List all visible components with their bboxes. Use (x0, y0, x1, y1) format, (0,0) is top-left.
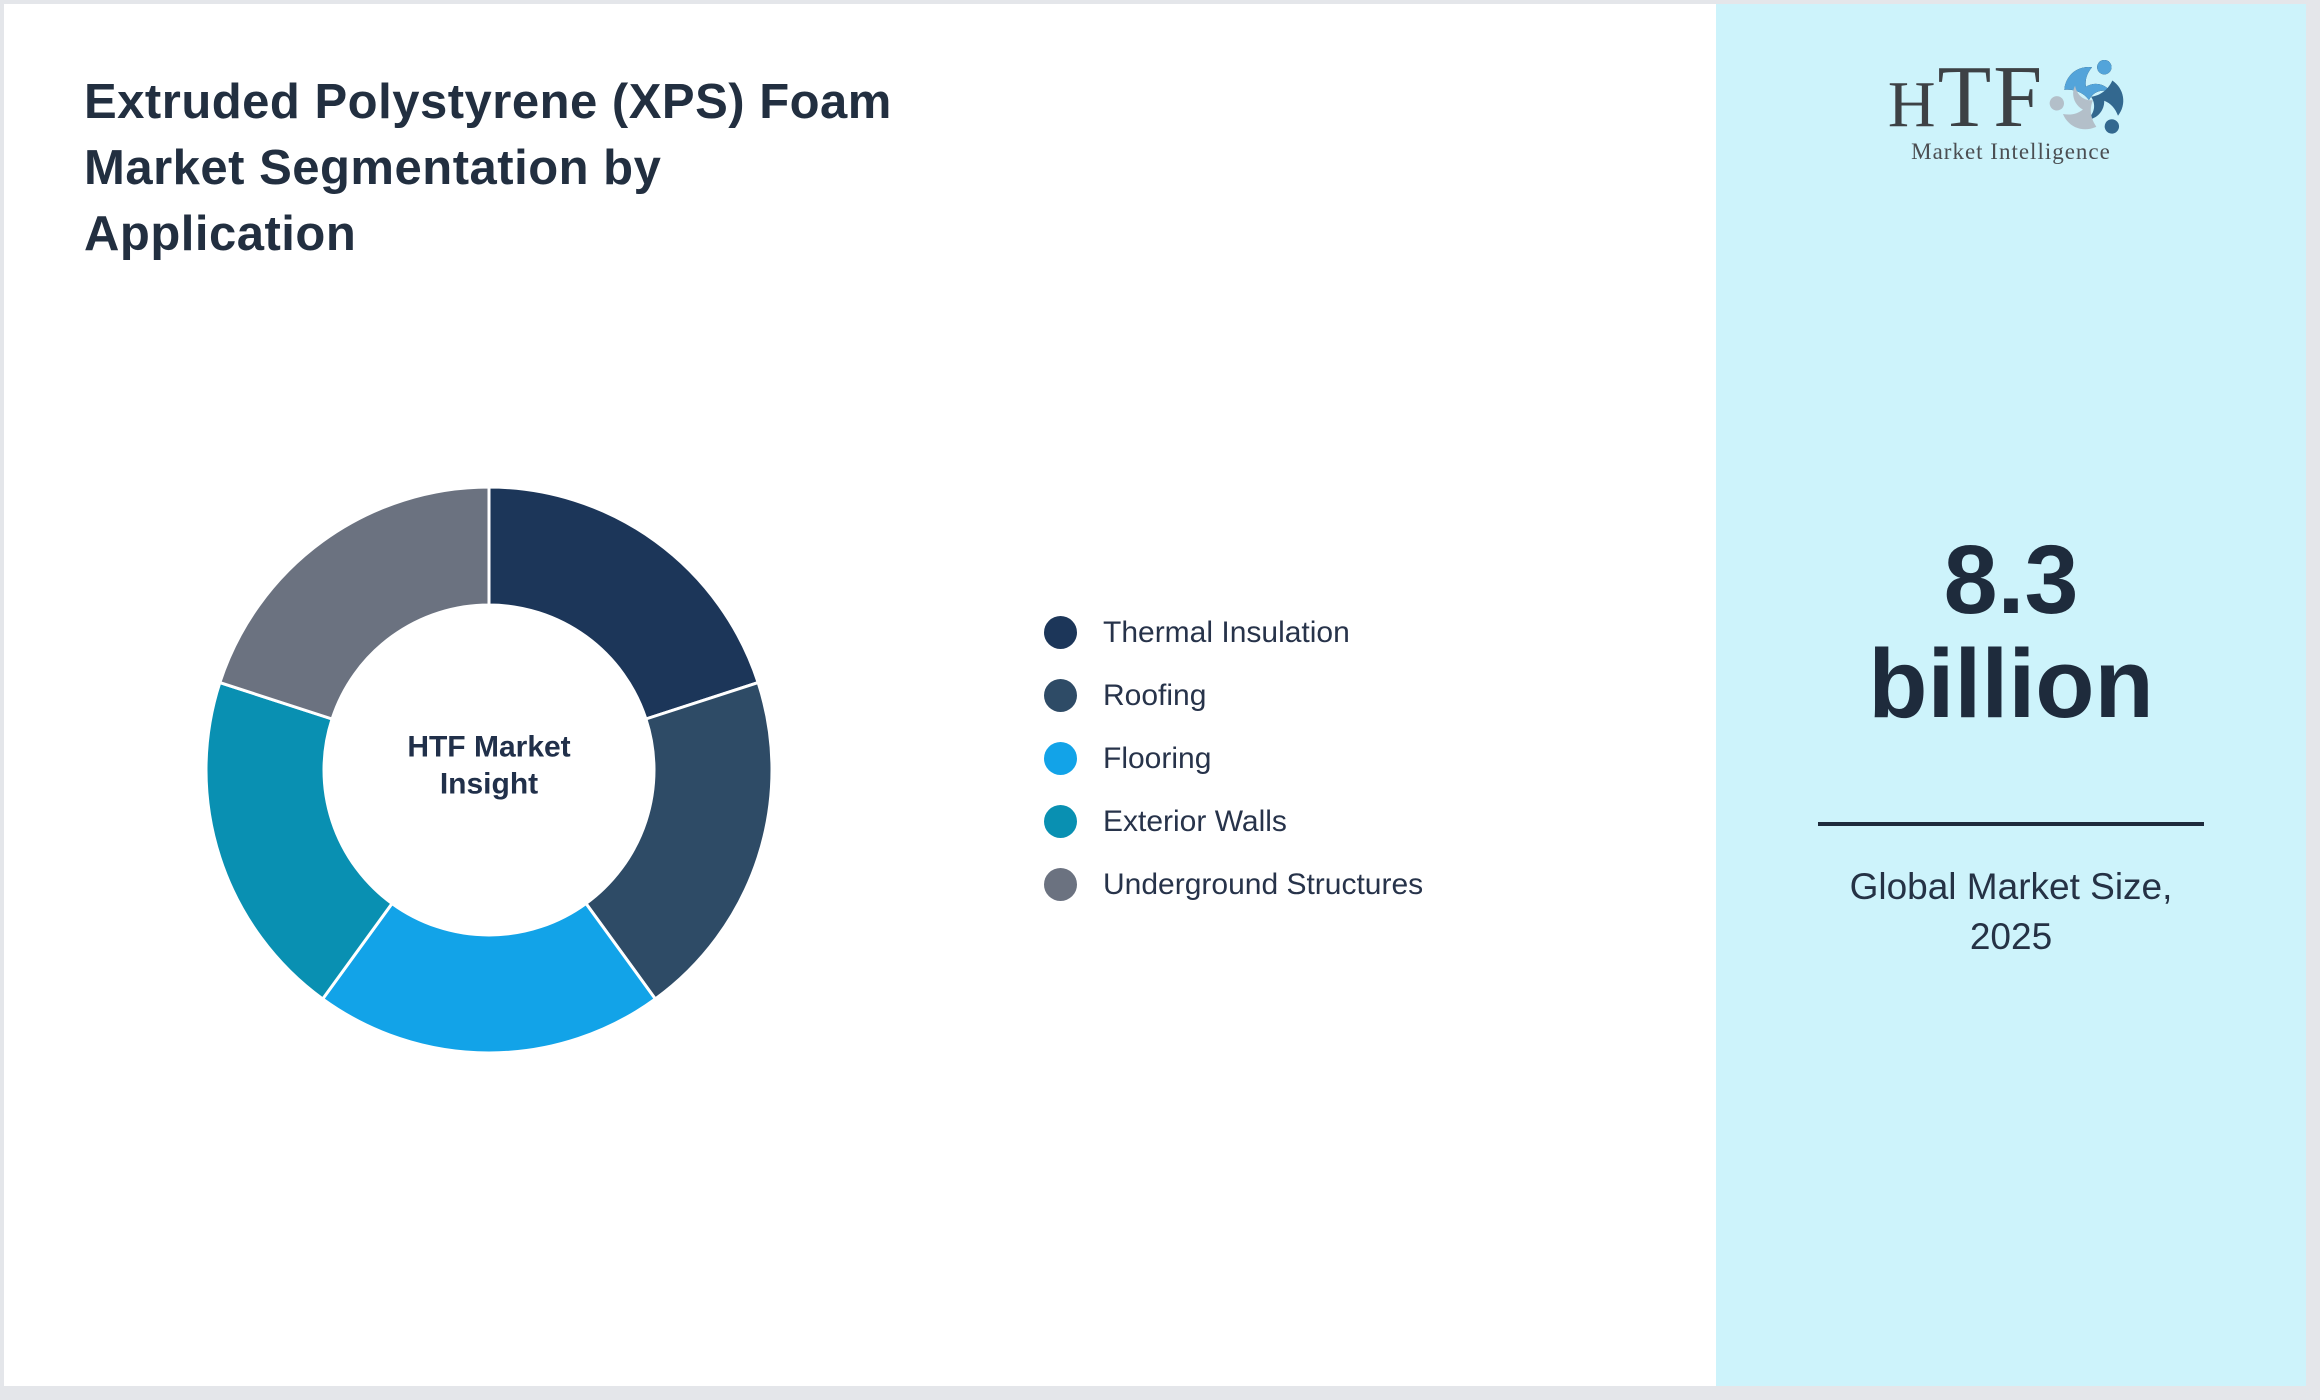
legend-item: Flooring (1044, 742, 1423, 775)
market-size-unit: billion (1868, 629, 2154, 738)
chart-title: Extruded Polystyrene (XPS) Foam Market S… (84, 69, 1084, 267)
legend-label: Thermal Insulation (1103, 615, 1350, 649)
htf-swirl-icon (2048, 59, 2135, 140)
htf-logo-text: HTF (1887, 49, 2045, 146)
donut-ring (204, 485, 774, 1055)
market-size-caption: Global Market Size, 2025 (1716, 862, 2306, 962)
legend-item: Thermal Insulation (1044, 616, 1423, 649)
legend-dot (1044, 679, 1077, 712)
donut-segment-roofing (584, 681, 774, 1001)
infographic-card: Extruded Polystyrene (XPS) Foam Market S… (4, 4, 2306, 1386)
legend-item: Underground Structures (1044, 868, 1423, 901)
caption-line: Global Market Size, (1849, 866, 2173, 907)
legend: Thermal Insulation Roofing Flooring Exte… (1044, 616, 1423, 931)
htf-logo-subtext: Market Intelligence (1911, 139, 2111, 164)
market-size-number: 8.3 (1943, 525, 2079, 634)
market-size-block: 8.3 billion Global Market Size, 2025 (1716, 528, 2306, 962)
legend-label: Underground Structures (1103, 867, 1424, 901)
htf-logo: HTF Market Intelligence (1716, 54, 2306, 165)
title-line: Application (84, 206, 357, 261)
market-size-value: 8.3 billion (1716, 528, 2306, 736)
sidebar-panel: HTF Market Intelligence 8.3 billion (1716, 4, 2306, 1386)
donut-center-label: HTF Market Insight (407, 730, 571, 801)
title-line: Extruded Polystyrene (XPS) Foam (84, 74, 892, 129)
legend-label: Flooring (1103, 741, 1212, 775)
caption-line: 2025 (1969, 916, 2053, 957)
donut-chart: HTF Market Insight (204, 485, 774, 1055)
legend-item: Exterior Walls (1044, 805, 1423, 838)
title-line: Market Segmentation by (84, 140, 662, 195)
legend-dot (1044, 616, 1077, 649)
donut-segment-flooring (321, 901, 657, 1055)
legend-label: Exterior Walls (1103, 804, 1287, 838)
legend-dot (1044, 742, 1077, 775)
legend-dot (1044, 805, 1077, 838)
donut-segment-exterior-walls (204, 681, 394, 1001)
legend-item: Roofing (1044, 679, 1423, 712)
donut-segment-underground-structures (218, 485, 491, 721)
legend-label: Roofing (1103, 678, 1207, 712)
divider-line (1818, 822, 2204, 826)
legend-dot (1044, 868, 1077, 901)
donut-segment-thermal-insulation (487, 485, 760, 721)
